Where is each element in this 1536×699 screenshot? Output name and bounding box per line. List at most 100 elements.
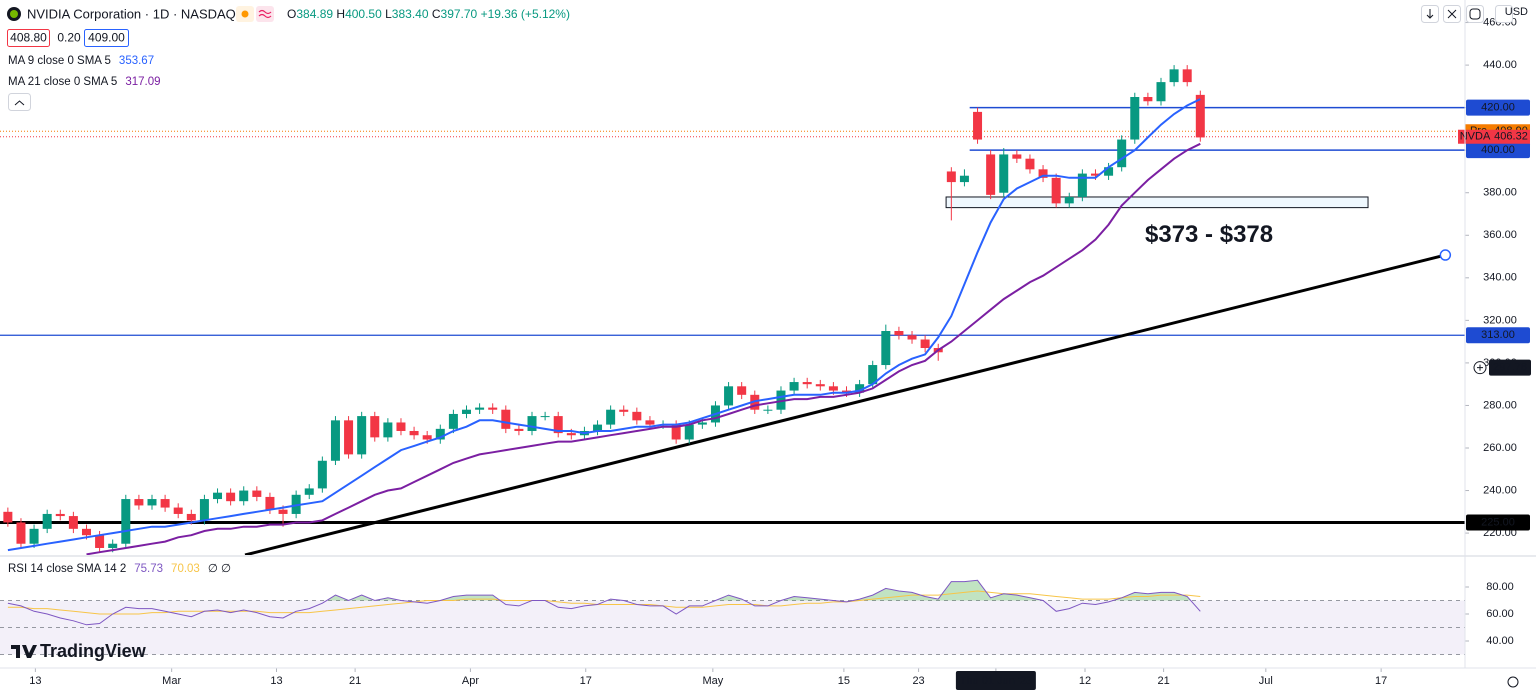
candle-body	[737, 386, 747, 395]
candle-body	[1064, 196, 1074, 204]
crosshair-add-plus	[1477, 364, 1483, 371]
candle-body	[396, 422, 406, 431]
candle-body	[802, 382, 812, 385]
candle-body	[684, 424, 694, 440]
ohlc-value: 383.40	[392, 7, 429, 21]
candle-body	[645, 420, 655, 425]
candle-body	[55, 513, 65, 517]
candle-body	[186, 513, 196, 521]
rsi-legend-extra: ∅ ∅	[208, 563, 231, 575]
candle-body	[370, 416, 380, 438]
y-tick-label: 240.00	[1483, 484, 1517, 496]
level-tag	[1466, 327, 1530, 344]
symbol-icon-inner	[10, 10, 18, 18]
currency[interactable]: USD	[1505, 6, 1528, 18]
level-tag-label: 400.00	[1481, 144, 1515, 156]
candle-body	[213, 492, 223, 500]
candle-body	[946, 171, 956, 183]
legend-value: 317.09	[125, 76, 160, 88]
candle-body	[828, 386, 838, 391]
ask-box[interactable]	[84, 29, 129, 47]
candle-body	[1130, 97, 1140, 140]
candle-body	[226, 492, 236, 502]
logo-text: TradingView	[40, 641, 147, 661]
rsi-legend: RSI 14 close SMA 14 2 75.73 70.03 ∅ ∅	[8, 563, 231, 575]
reload-icon	[1469, 8, 1481, 20]
marker-tag-label: NVDA	[1460, 131, 1491, 143]
reload-button[interactable]	[1466, 5, 1484, 23]
x-tick-label: Mar	[162, 675, 181, 687]
candle-body	[1117, 139, 1127, 168]
candle-body	[724, 386, 734, 406]
ohlc-value: 400.50	[345, 7, 382, 21]
close-icon	[1447, 9, 1457, 19]
x-tick-label: May	[702, 675, 723, 687]
candle-body	[383, 422, 393, 438]
candle-body	[422, 435, 432, 440]
candle-body	[134, 499, 144, 506]
data-icon[interactable]	[256, 6, 274, 22]
layout-button[interactable]	[1495, 5, 1513, 23]
rsi-tick-label: 80.00	[1486, 581, 1514, 593]
ohlc-key: O	[287, 7, 296, 21]
level-tag-label: 225.00	[1481, 516, 1515, 528]
candle-body	[173, 507, 183, 514]
ohlc-key: H	[336, 7, 345, 21]
candle-body	[632, 411, 642, 421]
candle-body	[3, 511, 13, 523]
candle-body	[907, 335, 917, 340]
y-tick-label: 260.00	[1483, 442, 1517, 454]
candle-body	[671, 424, 681, 440]
candle-body	[1182, 69, 1192, 83]
legend-value: 353.67	[119, 55, 154, 67]
candle-body	[1104, 167, 1114, 176]
candle-body	[776, 390, 786, 410]
level-tag-label: 313.00	[1481, 329, 1515, 341]
candle-body	[881, 331, 891, 366]
ohlc-value: 397.70	[441, 7, 478, 21]
x-tick-label: 21	[1157, 675, 1169, 687]
candle-body	[619, 409, 629, 412]
candle-body	[330, 420, 340, 461]
legend-name: MA 9 close 0 SMA 5	[8, 55, 111, 67]
candle-body	[344, 420, 354, 455]
candle-body	[842, 390, 852, 393]
rsi-legend-title: RSI 14 close SMA 14 2	[8, 563, 126, 575]
x-tick-label: 13	[29, 675, 41, 687]
candle-body	[1077, 173, 1087, 197]
candle-body	[973, 111, 983, 140]
candle-body	[514, 428, 524, 431]
rsi-pane	[0, 579, 1465, 655]
candle-body	[1025, 158, 1035, 170]
candle-body	[278, 509, 288, 514]
x-tick-label: 23	[912, 675, 924, 687]
moving-average	[7, 98, 1201, 552]
x-tick-label: 17	[580, 675, 592, 687]
logo-icon	[11, 645, 37, 658]
zone-label: $373 - $378	[1145, 221, 1273, 248]
candle-body	[1090, 173, 1100, 176]
bid-box[interactable]	[7, 29, 50, 47]
x-tick-highlight	[955, 671, 1036, 690]
candle-body	[894, 331, 904, 336]
rsi-overbought-area	[7, 580, 1201, 601]
candle-body	[593, 424, 603, 431]
candle-body	[855, 384, 865, 393]
collapse-button[interactable]	[8, 93, 31, 111]
y-tick-label: 280.00	[1483, 399, 1517, 411]
y-tick-label: 340.00	[1483, 272, 1517, 284]
candle-body	[959, 175, 969, 183]
settings-icon[interactable]	[1507, 676, 1519, 688]
candle-body	[553, 416, 563, 434]
rsi-band-fill	[0, 600, 1465, 655]
spread: 0.20	[57, 31, 81, 45]
x-tick-label: 13	[270, 675, 282, 687]
rsi-tick-label: 60.00	[1486, 608, 1514, 620]
candle-body	[1195, 94, 1205, 138]
rsi-tick-label: 40.00	[1486, 635, 1514, 647]
legend-entry: MA 9 close 0 SMA 5 353.67	[8, 55, 154, 67]
candle-body	[252, 490, 262, 497]
data-icon-wave	[258, 9, 272, 19]
candle-body	[540, 416, 550, 418]
candle-body	[763, 409, 773, 411]
